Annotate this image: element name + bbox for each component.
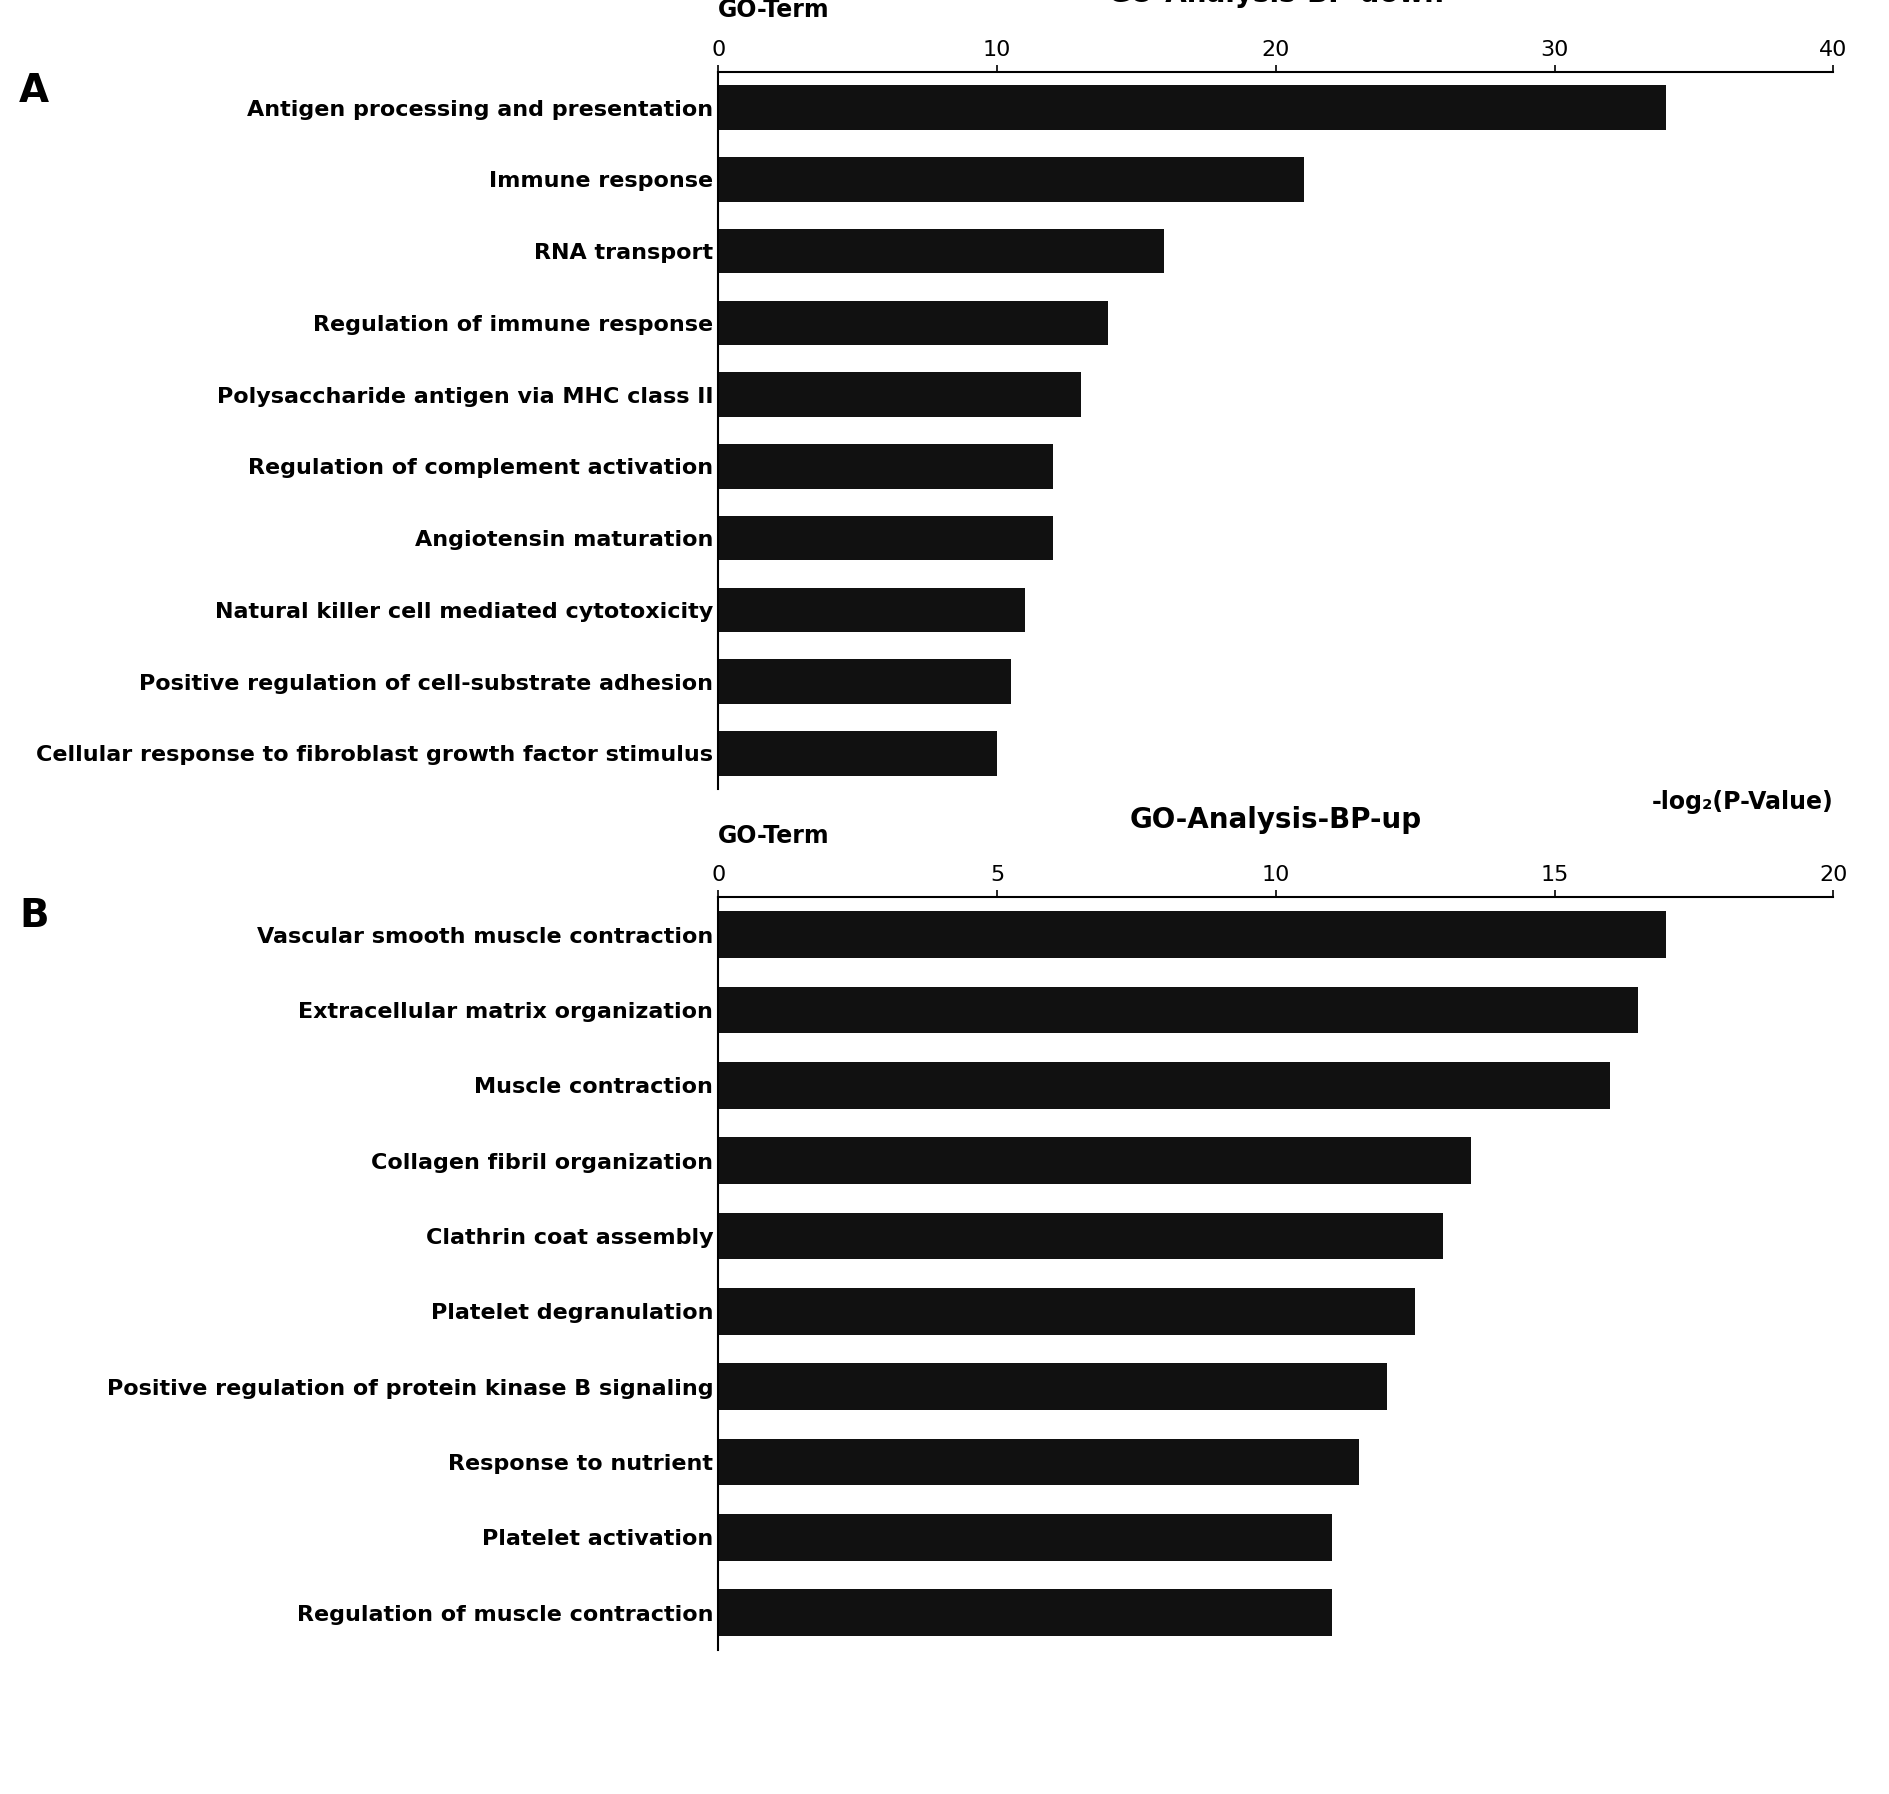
Bar	[718, 1062, 1609, 1109]
Bar	[718, 1439, 1358, 1485]
Bar	[718, 230, 1164, 273]
Bar	[718, 1514, 1330, 1561]
Bar	[718, 1288, 1415, 1335]
Bar	[718, 158, 1303, 201]
Title: GO-Analysis-BP-up: GO-Analysis-BP-up	[1130, 806, 1421, 834]
Bar	[718, 660, 1011, 703]
Bar	[718, 732, 997, 775]
Bar	[718, 1363, 1387, 1410]
Bar	[718, 86, 1666, 129]
Bar	[718, 1213, 1443, 1259]
Text: GO-Term: GO-Term	[718, 0, 829, 22]
Bar	[718, 373, 1081, 416]
Bar	[718, 301, 1107, 344]
Text: A: A	[19, 72, 49, 109]
Bar	[718, 1137, 1470, 1184]
Bar	[718, 1589, 1330, 1636]
Bar	[718, 987, 1638, 1033]
Bar	[718, 517, 1052, 560]
Title: GO-Analysis-BP-down: GO-Analysis-BP-down	[1107, 0, 1443, 9]
Text: -log₂(P-Value): -log₂(P-Value)	[1651, 789, 1832, 814]
Text: B: B	[19, 897, 49, 935]
Bar	[718, 445, 1052, 488]
Text: GO-Term: GO-Term	[718, 823, 829, 849]
Bar	[718, 911, 1666, 958]
Bar	[718, 588, 1024, 631]
